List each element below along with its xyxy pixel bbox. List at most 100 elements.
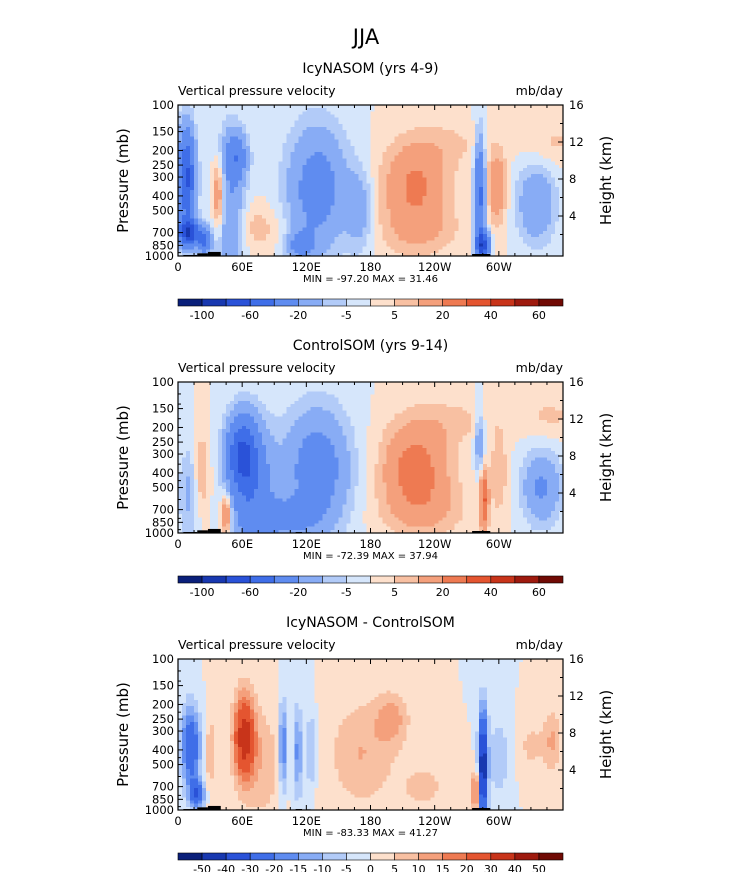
field-cell <box>202 130 207 134</box>
field-cell <box>406 155 412 160</box>
field-cell <box>306 105 311 109</box>
field-cell <box>270 105 275 109</box>
field-cell <box>430 164 436 169</box>
field-cell <box>398 167 404 172</box>
field-cell <box>222 105 227 109</box>
field-cell <box>478 136 484 141</box>
field-cell <box>454 130 460 134</box>
field-cell <box>226 149 231 153</box>
field-cell <box>398 161 404 166</box>
field-cell <box>478 111 484 116</box>
field-cell <box>262 123 267 128</box>
field-cell <box>478 164 484 169</box>
field-cell <box>314 123 319 128</box>
field-cell <box>214 130 219 134</box>
field-cell <box>366 114 372 119</box>
field-cell <box>502 120 508 125</box>
x-tick-label: 180 <box>360 260 382 274</box>
field-cell <box>434 139 440 144</box>
y2-tick-label: 4 <box>569 209 576 223</box>
field-cell <box>306 139 311 144</box>
field-cell <box>554 136 560 141</box>
field-cell <box>186 108 191 112</box>
field-cell <box>498 127 504 131</box>
field-cell <box>366 136 372 141</box>
field-cell <box>258 155 263 160</box>
field-cell <box>290 127 295 131</box>
field-cell <box>454 114 460 119</box>
field-cell <box>374 142 380 147</box>
field-cell <box>446 161 452 166</box>
field-cell <box>310 164 315 169</box>
field-cell <box>442 171 448 175</box>
field-cell <box>362 149 368 153</box>
field-cell <box>382 171 388 175</box>
field-cell <box>306 136 311 141</box>
field-cell <box>546 164 552 169</box>
field-cell <box>454 111 460 116</box>
field-cell <box>190 164 195 169</box>
field-cell <box>514 117 520 122</box>
field-cell <box>270 117 275 122</box>
field-cell <box>494 158 500 163</box>
field-cell <box>334 114 340 119</box>
field-cell <box>274 105 279 109</box>
y-axis-title: Pressure (mb) <box>114 128 132 233</box>
field-cell <box>354 145 360 150</box>
field-cell <box>402 117 408 122</box>
field-cell <box>526 111 532 116</box>
field-cell <box>466 167 472 172</box>
field-cell <box>546 158 552 163</box>
field-cell <box>458 149 464 153</box>
field-cell <box>450 139 456 144</box>
field-cell <box>390 152 396 156</box>
field-cell <box>426 155 432 160</box>
field-cell <box>350 161 356 166</box>
field-cell <box>282 111 287 116</box>
field-cell <box>450 155 456 160</box>
field-cell <box>506 127 512 131</box>
field-cell <box>358 136 364 141</box>
field-cell <box>430 142 436 147</box>
field-cell <box>478 120 484 125</box>
field-cell <box>370 120 376 125</box>
field-cell <box>386 139 392 144</box>
field-cell <box>238 142 243 147</box>
field-cell <box>390 167 396 172</box>
field-cell <box>214 145 219 150</box>
field-cell <box>338 114 344 119</box>
field-cell <box>182 105 187 109</box>
field-cell <box>430 105 436 109</box>
field-cell <box>238 111 243 116</box>
field-cell <box>334 164 340 169</box>
field-cell <box>314 114 319 119</box>
field-cell <box>242 149 247 153</box>
field-cell <box>194 155 199 160</box>
field-cell <box>362 161 368 166</box>
field-cell <box>350 145 356 150</box>
field-cell <box>494 152 500 156</box>
field-cell <box>374 149 380 153</box>
field-cell <box>538 127 544 131</box>
field-cell <box>186 161 191 166</box>
field-cell <box>318 117 323 122</box>
field-cell <box>358 108 364 112</box>
field-cell <box>262 152 267 156</box>
field-cell <box>530 142 536 147</box>
field-cell <box>330 171 336 175</box>
y-tick-label: 500 <box>152 204 174 218</box>
field-cell <box>454 142 460 147</box>
field-cell <box>446 142 452 147</box>
field-cell <box>554 155 560 160</box>
field-cell <box>322 167 327 172</box>
field-cell <box>286 130 291 134</box>
field-cell <box>446 145 452 150</box>
field-cell <box>506 149 512 153</box>
field-cell <box>198 108 203 112</box>
field-cell <box>390 171 396 175</box>
field-cell <box>462 120 468 125</box>
field-cell <box>342 167 348 172</box>
field-cell <box>418 152 424 156</box>
field-cell <box>422 142 428 147</box>
field-cell <box>262 114 267 119</box>
